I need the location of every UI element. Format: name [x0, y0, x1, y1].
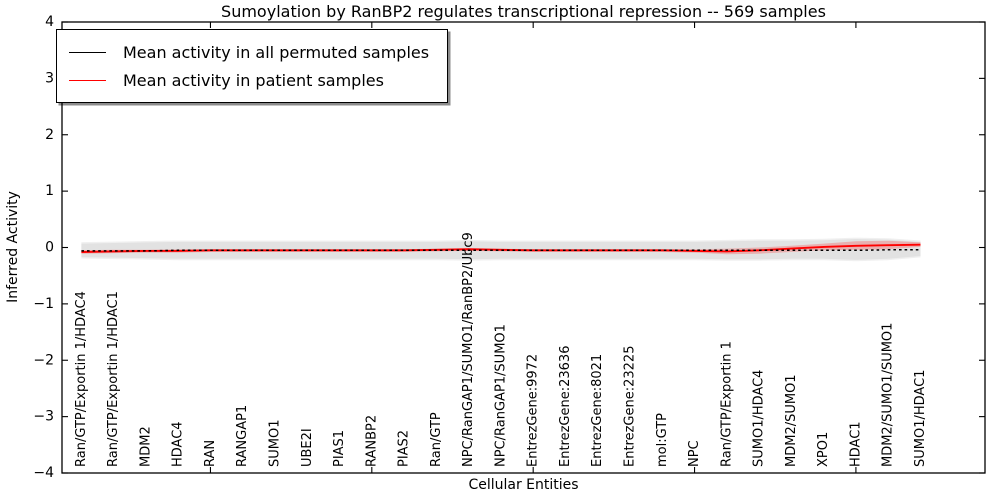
- x-tick-label: mol:GTP: [655, 413, 670, 467]
- legend-item-permuted: Mean activity in all permuted samples: [69, 38, 429, 66]
- permuted-line-swatch: [69, 51, 106, 53]
- x-axis-label: Cellular Entities: [468, 477, 579, 493]
- x-tick-label: RAN: [203, 440, 218, 467]
- x-tick-label: SUMO1: [268, 420, 283, 468]
- x-tick-label: XPO1: [816, 432, 831, 467]
- legend-label-patient: Mean activity in patient samples: [123, 70, 384, 90]
- x-tick-label: PIAS2: [397, 430, 412, 467]
- x-tick-label: MDM2: [138, 426, 153, 467]
- x-tick-label: Ran/GTP/Exportin 1/HDAC1: [106, 291, 121, 467]
- y-tick-label: 3: [45, 70, 54, 86]
- patient-line-swatch: [69, 79, 106, 81]
- y-tick-label: −4: [33, 465, 54, 481]
- x-tick-label: SUMO1/HDAC1: [913, 370, 928, 467]
- x-tick-label: EntrezGene:8021: [590, 354, 605, 467]
- x-tick-label: Ran/GTP/Exportin 1: [719, 341, 734, 467]
- y-tick-label: −3: [33, 409, 54, 425]
- x-tick-label: MDM2/SUMO1/SUMO1: [881, 323, 896, 467]
- x-tick-label: EntrezGene:23225: [623, 346, 638, 467]
- legend-item-patient: Mean activity in patient samples: [69, 66, 429, 94]
- x-tick-label: HDAC1: [848, 421, 863, 467]
- x-tick-label: RANBP2: [364, 415, 379, 467]
- x-tick-label: HDAC4: [171, 421, 186, 467]
- x-tick-label: PIAS1: [332, 430, 347, 467]
- y-tick-label: −1: [33, 296, 54, 312]
- y-tick-label: 0: [45, 240, 54, 256]
- y-axis-label: Inferred Activity: [5, 191, 21, 303]
- x-tick-label: SUMO1/HDAC4: [752, 370, 767, 467]
- y-tick-label: 4: [45, 14, 54, 30]
- x-tick-label: NPC/RanGAP1/SUMO1: [493, 324, 508, 467]
- y-tick-label: 2: [45, 127, 54, 143]
- y-tick-label: −2: [33, 352, 54, 368]
- x-tick-label: Ran/GTP/Exportin 1/HDAC4: [74, 291, 89, 467]
- x-tick-label: MDM2/SUMO1: [784, 374, 799, 467]
- legend-label-permuted: Mean activity in all permuted samples: [123, 42, 430, 62]
- x-tick-label: EntrezGene:23636: [558, 346, 573, 467]
- x-tick-label: NPC: [687, 440, 702, 467]
- x-tick-label: RANGAP1: [235, 405, 250, 467]
- x-tick-label: UBE2I: [300, 428, 315, 467]
- patient-mean-line: [81, 243, 921, 253]
- x-tick-label: EntrezGene:9972: [526, 354, 541, 467]
- x-tick-label: Ran/GTP: [429, 412, 444, 467]
- legend: Mean activity in all permuted samples Me…: [56, 29, 449, 103]
- y-tick-label: 1: [45, 183, 54, 199]
- x-tick-label: NPC/RanGAP1/SUMO1/RanBP2/Ubc9: [461, 232, 476, 467]
- chart-title: Sumoylation by RanBP2 regulates transcri…: [221, 2, 826, 21]
